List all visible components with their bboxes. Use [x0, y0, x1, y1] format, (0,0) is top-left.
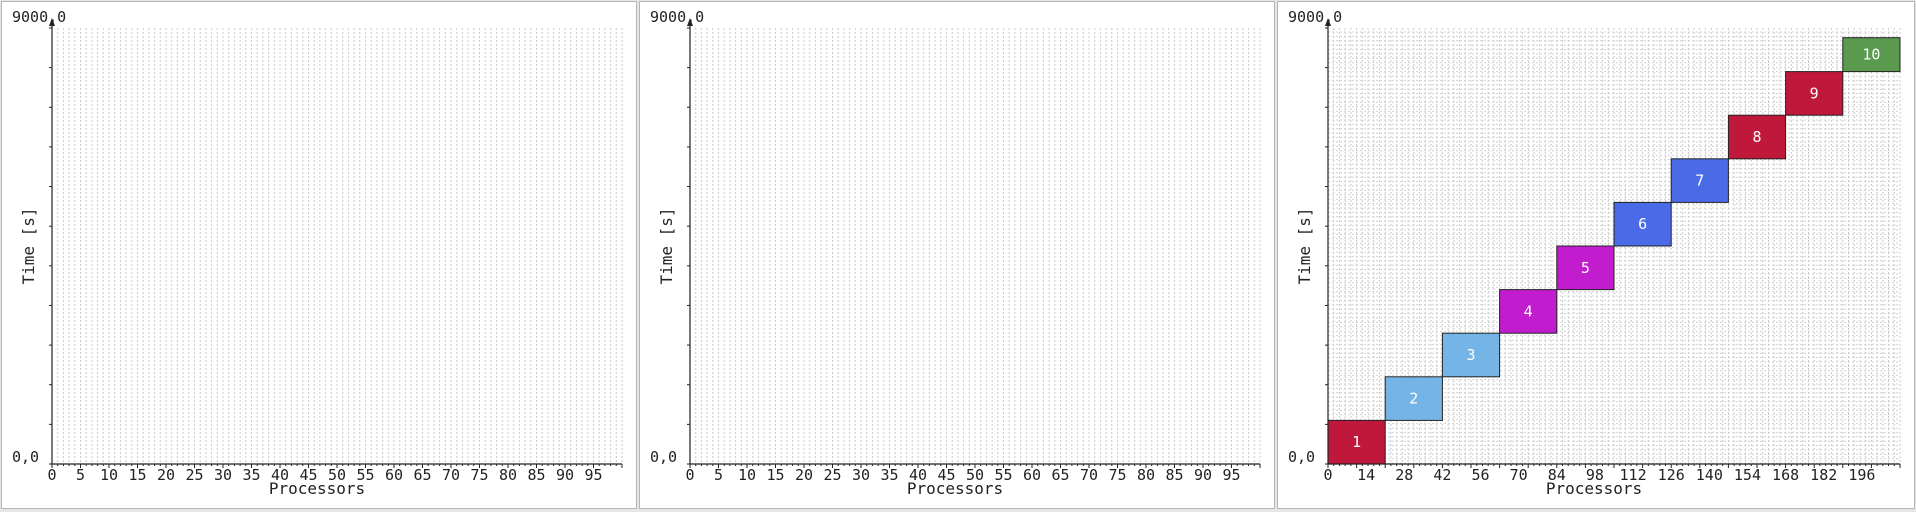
x-tick-label: 40: [909, 466, 927, 484]
plot-area: 0 5 10 15 20 25 30 35 40 45 50 55 60 65 70 75 80 85 90 95 90…: [650, 8, 1261, 498]
x-tick-label: 56: [1472, 466, 1490, 484]
y-top-label: 9000,0: [1288, 8, 1342, 26]
y-bottom-label: 0,0: [650, 448, 677, 466]
task-label-9: 9: [1810, 84, 1819, 102]
x-tick-label: 25: [823, 466, 841, 484]
task-label-8: 8: [1752, 128, 1761, 146]
chart-panel-1: 0 5 10 15 20 25 30 35 40 45 50 55 60 65 70 75 80 85 90 95 90…: [1, 1, 637, 509]
x-tick-label: 40: [271, 466, 289, 484]
x-tick-label: 25: [185, 466, 203, 484]
task-block-5: [1556, 245, 1615, 291]
x-tick-label: 5: [714, 466, 723, 484]
x-tick-label: 45: [937, 466, 955, 484]
x-tick-label: 80: [1137, 466, 1155, 484]
x-tick-label: 70: [1510, 466, 1528, 484]
x-tick-label: 154: [1734, 466, 1761, 484]
x-tick-label: 50: [966, 466, 984, 484]
y-top-label: 9000,0: [12, 8, 66, 26]
x-tick-label: 60: [1023, 466, 1041, 484]
task-label-6: 6: [1638, 215, 1647, 233]
task-label-2: 2: [1409, 390, 1418, 408]
chart-panel-2: 0 5 10 15 20 25 30 35 40 45 50 55 60 65 70 75 80 85 90 95 90…: [639, 1, 1275, 509]
x-axis-title: Processors: [907, 479, 1003, 498]
plot-area: 0 5 10 15 20 25 30 35 40 45 50 55 60 65 70 75 80 85 90 95 90…: [12, 8, 623, 498]
x-tick-label: 10: [738, 466, 756, 484]
x-tick-label: 90: [556, 466, 574, 484]
x-tick-label: 15: [128, 466, 146, 484]
x-tick-label: 75: [1108, 466, 1126, 484]
chart-panel-3: 1 2 3 4 5 6 7 8 9 10 0 14 28 42 56 70 84 98 112 126 140 154 16…: [1277, 1, 1915, 509]
task-label-5: 5: [1581, 259, 1590, 277]
task-block-9: [1785, 71, 1844, 116]
task-label-10: 10: [1862, 46, 1880, 64]
gantt-chart-2: 0 5 10 15 20 25 30 35 40 45 50 55 60 65 70 75 80 85 90 95 90…: [650, 8, 1261, 498]
x-tick-label: 35: [242, 466, 260, 484]
task-label-7: 7: [1695, 172, 1704, 190]
x-tick-label: 0: [1323, 466, 1332, 484]
x-tick-label: 35: [880, 466, 898, 484]
y-bottom-label: 0,0: [1288, 448, 1315, 466]
task-block-7: [1670, 158, 1729, 203]
x-tick-label: 80: [499, 466, 517, 484]
x-tick-label: 15: [766, 466, 784, 484]
x-tick-label: 85: [1165, 466, 1183, 484]
x-tick-label: 55: [994, 466, 1012, 484]
x-tick-label: 20: [157, 466, 175, 484]
x-tick-label: 10: [100, 466, 118, 484]
x-axis-title: Processors: [269, 479, 365, 498]
y-axis-title: Time [s]: [19, 207, 38, 284]
x-tick-label: 98: [1586, 466, 1604, 484]
x-tick-label: 0: [47, 466, 56, 484]
x-tick-label: 70: [1080, 466, 1098, 484]
x-tick-label: 14: [1357, 466, 1375, 484]
x-tick-label: 84: [1548, 466, 1566, 484]
y-axis-arrow: [1325, 18, 1331, 26]
task-block-10: [1842, 37, 1901, 73]
x-tick-label: 90: [1194, 466, 1212, 484]
x-tick-label: 65: [413, 466, 431, 484]
x-tick-label: 140: [1696, 466, 1723, 484]
x-tick-label: 196: [1848, 466, 1875, 484]
x-tick-label: 60: [385, 466, 403, 484]
y-axis-title: Time [s]: [657, 207, 676, 284]
task-block-4: [1499, 289, 1558, 334]
task-block-3: [1441, 332, 1501, 378]
x-tick-label: 126: [1658, 466, 1685, 484]
task-block-8: [1727, 114, 1787, 160]
y-axis-title: Time [s]: [1295, 207, 1314, 284]
y-axis-arrow: [49, 18, 55, 26]
x-tick-label: 20: [795, 466, 813, 484]
task-block-6: [1613, 201, 1672, 247]
task-label-1: 1: [1352, 433, 1361, 451]
x-tick-label: 5: [76, 466, 85, 484]
task-label-4: 4: [1524, 302, 1533, 320]
x-tick-label: 70: [442, 466, 460, 484]
y-bottom-label: 0,0: [12, 448, 39, 466]
x-tick-label: 42: [1433, 466, 1451, 484]
x-tick-label: 30: [852, 466, 870, 484]
task-label-3: 3: [1466, 346, 1475, 364]
y-axis-arrow: [687, 18, 693, 26]
x-tick-label: 45: [299, 466, 317, 484]
y-top-label: 9000,0: [650, 8, 704, 26]
x-tick-label: 30: [214, 466, 232, 484]
x-tick-label: 0: [685, 466, 694, 484]
gantt-chart-1: 0 5 10 15 20 25 30 35 40 45 50 55 60 65 70 75 80 85 90 95 90…: [12, 8, 623, 498]
task-block-2: [1384, 376, 1443, 421]
x-tick-label: 28: [1395, 466, 1413, 484]
x-tick-label: 75: [470, 466, 488, 484]
x-tick-label: 85: [527, 466, 545, 484]
x-tick-label: 168: [1772, 466, 1799, 484]
x-tick-label: 112: [1620, 466, 1647, 484]
x-tick-label: 182: [1810, 466, 1837, 484]
x-axis-title: Processors: [1546, 479, 1642, 498]
x-tick-label: 65: [1051, 466, 1069, 484]
x-tick-label: 55: [356, 466, 374, 484]
x-tick-label: 95: [1222, 466, 1240, 484]
task-block-1: [1327, 419, 1386, 465]
x-tick-label: 50: [328, 466, 346, 484]
x-tick-label: 95: [584, 466, 602, 484]
